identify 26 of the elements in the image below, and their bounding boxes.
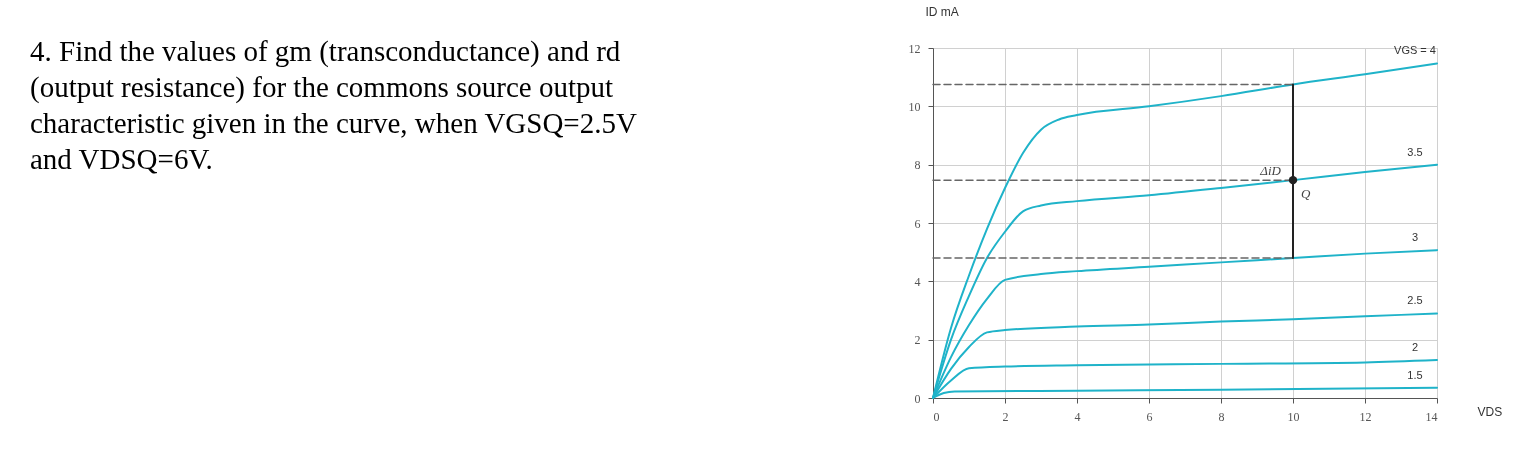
x-tick-label: 12: [1359, 409, 1372, 424]
annotation: ΔiD: [1259, 163, 1282, 179]
y-tick-label: 12: [908, 41, 921, 56]
x-tick-label: 4: [1074, 409, 1081, 424]
y-axis-title: ID mA: [925, 4, 959, 19]
x-tick-label: 0: [933, 409, 940, 424]
y-tick-label: 8: [914, 158, 921, 173]
x-tick-label: 10: [1287, 409, 1300, 424]
series-label: 3: [1411, 231, 1419, 244]
x-tick-label: 8: [1218, 409, 1225, 424]
series-label: 2: [1411, 341, 1419, 354]
annotation: Q: [1301, 186, 1311, 202]
series-label: 2.5: [1407, 294, 1423, 307]
text: 4. Find the values of gm (transconductance) and rd (output resistance) for the commons source output characteristic given in the curve, when VGSQ=2.5V and VDSQ=6V.: [30, 35, 637, 175]
y-tick-label: 10: [908, 99, 921, 114]
series-label: 3.5: [1407, 145, 1423, 158]
series-label: VGS = 4: [1394, 44, 1436, 57]
y-tick-label: 2: [914, 333, 921, 348]
y-tick-label: 4: [914, 274, 921, 289]
x-tick-label: 6: [1146, 409, 1153, 424]
y-tick-label: 6: [914, 216, 921, 231]
y-tick-label: 0: [914, 391, 921, 406]
x-tick-label: 2: [1002, 409, 1009, 424]
series-label: 1.5: [1407, 368, 1423, 381]
x-tick-label: 14: [1425, 409, 1438, 424]
x-axis-title: VDS: [1477, 404, 1503, 419]
